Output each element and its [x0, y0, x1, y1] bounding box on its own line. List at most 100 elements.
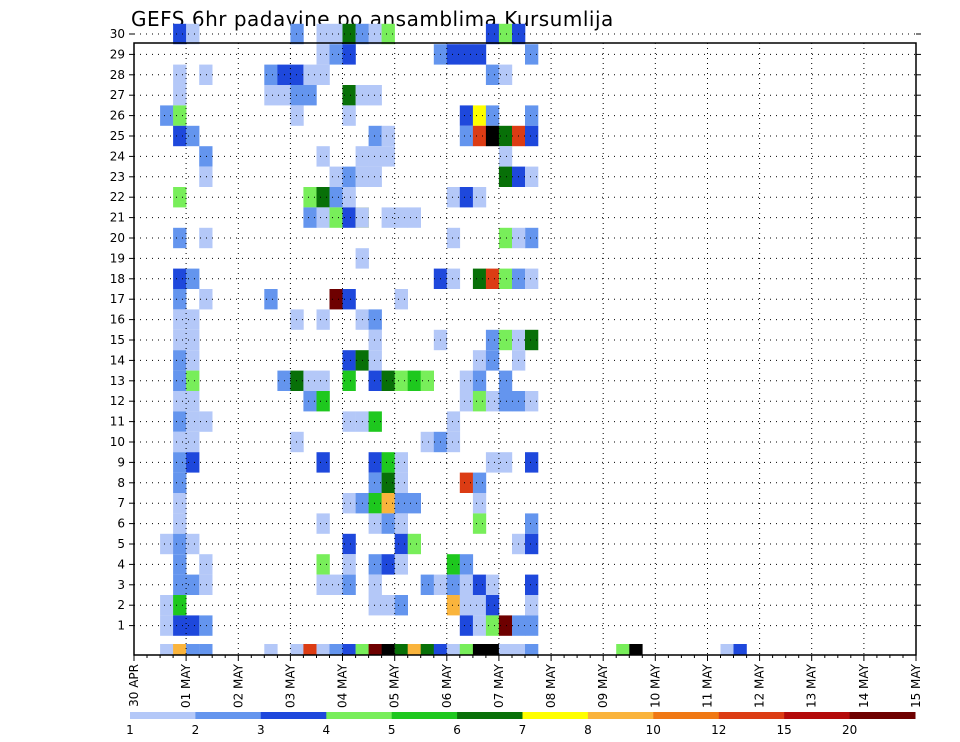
heatmap-cell [173, 391, 187, 412]
color-legend: 1 2 3 4 5 6 7 8 10 12 15 20 [126, 712, 916, 737]
heatmap-cell [173, 85, 187, 106]
heatmap-cell [173, 595, 187, 616]
heatmap-cell [173, 187, 187, 208]
heatmap-cell [446, 644, 461, 655]
heatmap-cell [525, 105, 539, 126]
heatmap-cell [173, 289, 187, 310]
heatmap-cell [303, 85, 317, 106]
heatmap-cell [629, 644, 643, 655]
heatmap-cell [316, 23, 330, 45]
legend-label: 15 [777, 723, 792, 737]
legend-label: 1 [126, 723, 134, 737]
y-tick-label: 9 [117, 455, 125, 469]
heatmap-cell [329, 187, 343, 208]
y-tick-label: 7 [117, 496, 125, 510]
heatmap-cell [173, 350, 187, 371]
y-tick-label: 21 [110, 211, 125, 225]
heatmap-cell [381, 370, 395, 391]
y-tick-label: 23 [110, 170, 125, 184]
heatmap-cell [525, 166, 539, 187]
heatmap-cell [173, 268, 187, 289]
heatmap-cell [472, 472, 487, 493]
heatmap-cell [420, 644, 434, 655]
heatmap-cell [446, 554, 461, 575]
heatmap-cell [160, 533, 174, 555]
heatmap-cell [186, 370, 200, 391]
y-tick-label: 26 [110, 109, 125, 123]
heatmap-cell [368, 125, 382, 147]
heatmap-cell [485, 452, 500, 473]
heatmap-cell [199, 554, 213, 575]
heatmap-cell [199, 574, 213, 595]
heatmap-cell [394, 644, 408, 655]
heatmap-cell [446, 187, 461, 208]
heatmap-cell [316, 513, 330, 534]
heatmap-cell [472, 268, 487, 289]
heatmap-cell [342, 554, 356, 575]
heatmap-cell [394, 370, 408, 391]
heatmap-cell [368, 574, 382, 595]
heatmap-cell [173, 125, 187, 147]
heatmap-cell [407, 533, 421, 555]
heatmap-cell [485, 105, 500, 126]
heatmap-cell [381, 644, 395, 655]
heatmap-cell [342, 644, 356, 655]
legend-swatch [260, 712, 327, 719]
heatmap-cell [459, 44, 474, 65]
heatmap-cell [485, 64, 500, 85]
y-tick-label: 30 [110, 27, 125, 41]
heatmap-cell [394, 493, 408, 514]
heatmap-cell [459, 595, 474, 616]
heatmap-cell [173, 472, 187, 493]
heatmap-cell [186, 533, 200, 555]
heatmap-cell [173, 329, 187, 351]
heatmap-cell [485, 125, 500, 147]
heatmap-cell [368, 472, 382, 493]
y-tick-label: 28 [110, 68, 125, 82]
heatmap-cell [316, 207, 330, 228]
heatmap-cell [394, 554, 408, 575]
y-tick-label: 8 [117, 476, 125, 490]
heatmap-cell [525, 391, 539, 412]
heatmap-cell [368, 411, 382, 432]
heatmap-cell [290, 370, 304, 391]
x-tick-label: 03 MAY [283, 663, 297, 708]
heatmap-cell [485, 350, 500, 371]
heatmap-cell [329, 23, 343, 45]
heatmap-cell [394, 533, 408, 555]
x-tick-label: 13 MAY [805, 663, 819, 708]
legend-swatch [522, 712, 589, 719]
heatmap-cell [199, 411, 213, 432]
heatmap-cell [407, 493, 421, 514]
heatmap-cell [303, 64, 317, 85]
heatmap-cell [472, 187, 487, 208]
heatmap-cell [173, 644, 187, 655]
heatmap-cell [472, 105, 487, 126]
heatmap-cell [173, 452, 187, 473]
x-tick-label: 01 MAY [179, 663, 193, 708]
heatmap-cell [290, 431, 304, 453]
heatmap-cell [186, 574, 200, 595]
heatmap-cell [498, 329, 513, 351]
heatmap-cell [498, 370, 513, 391]
heatmap-cell [472, 350, 487, 371]
heatmap-cell [342, 85, 356, 106]
heatmap-cell [342, 350, 356, 371]
legend-swatch [849, 712, 916, 719]
heatmap-cell [368, 554, 382, 575]
heatmap-cell [407, 644, 421, 655]
heatmap-cells [160, 23, 747, 655]
y-tick-label: 5 [117, 537, 125, 551]
heatmap-cell [394, 595, 408, 616]
heatmap-cell [525, 644, 539, 655]
heatmap-cell [498, 64, 513, 85]
x-tick-label: 09 MAY [596, 663, 610, 708]
heatmap-cell [329, 166, 343, 187]
heatmap-cell [381, 23, 395, 45]
heatmap-cell [459, 615, 474, 636]
heatmap-cell [199, 615, 213, 636]
heatmap-cell [173, 411, 187, 432]
legend-swatch [784, 712, 851, 719]
heatmap-cell [472, 391, 487, 412]
x-tick-label: 04 MAY [336, 663, 350, 708]
